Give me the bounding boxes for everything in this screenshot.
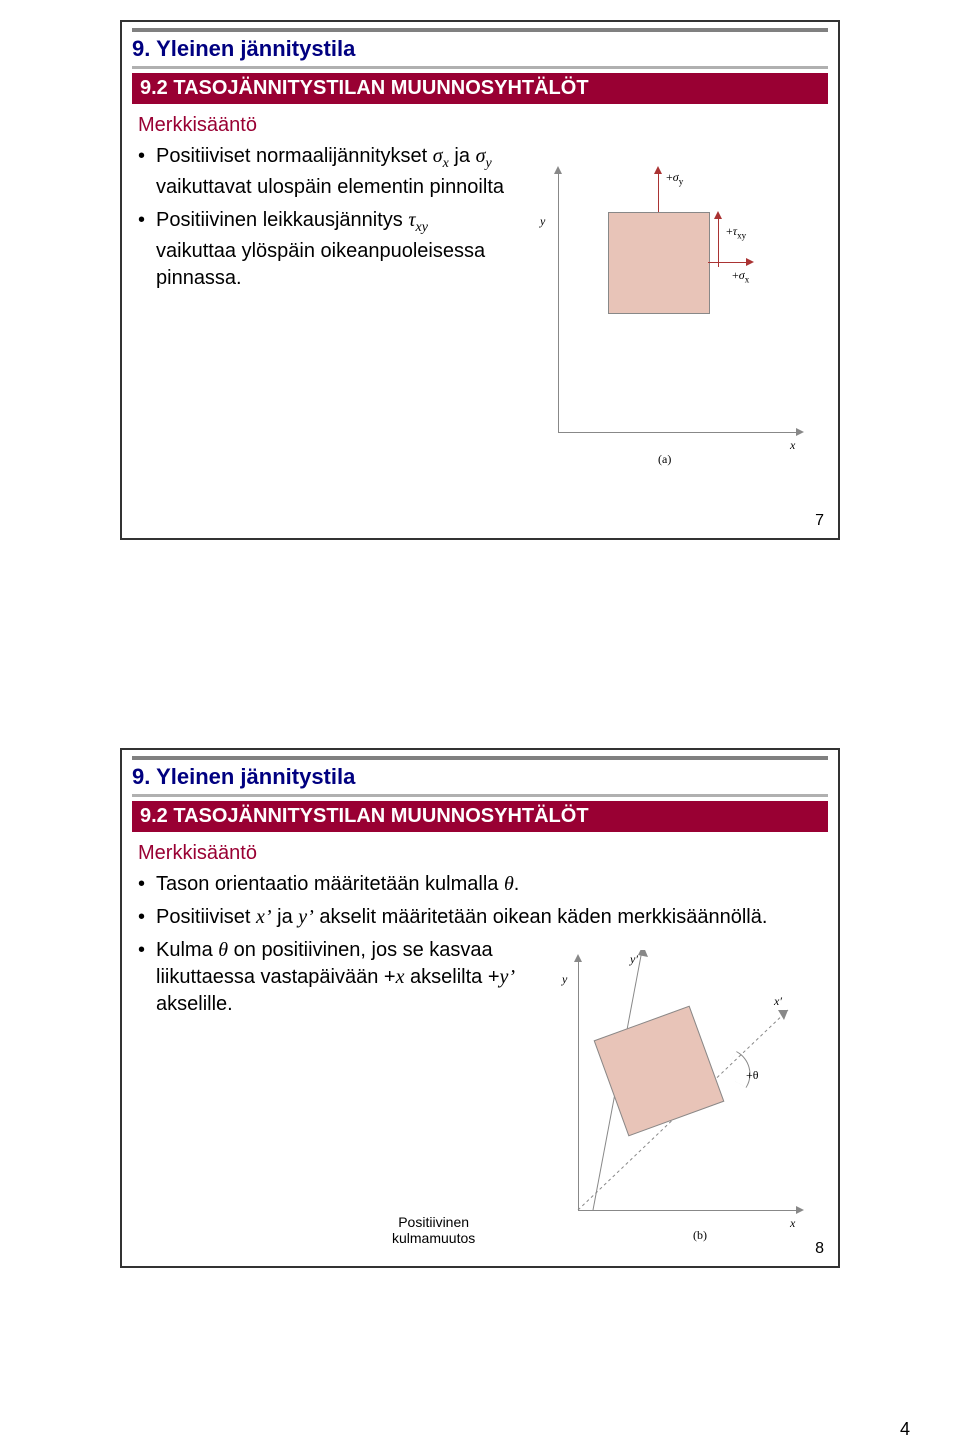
bullet-2: Positiiviset x’ ja y’ akselit määritetää… [138, 904, 822, 931]
x-axis-arrow [796, 428, 804, 436]
bullet-1: Tason orientaatio määritetään kulmalla θ… [138, 871, 822, 898]
sigma-x-label: +σx [732, 268, 749, 284]
title-underline [132, 794, 828, 797]
sigma-x-arrow-head [746, 258, 754, 266]
chapter-title: 9. Yleinen jännitystila [132, 762, 828, 794]
fig-label-b: (b) [693, 1228, 707, 1243]
body-heading: Merkkisääntö [138, 842, 822, 865]
title-band-top [132, 756, 828, 760]
title-underline [132, 66, 828, 69]
yp-axis-label: y′ [630, 952, 638, 967]
section-title: 9.2 TASOJÄNNITYSTILAN MUUNNOSYHTÄLÖT [132, 801, 828, 832]
slide-header: 9. Yleinen jännitystila 9.2 TASOJÄNNITYS… [122, 22, 838, 104]
slide-header: 9. Yleinen jännitystila 9.2 TASOJÄNNITYS… [122, 750, 838, 832]
caption: Positiivinen kulmamuutos [392, 1214, 475, 1246]
sigma-y-label: +σy [666, 170, 683, 186]
x-axis-label: x [790, 438, 795, 453]
page-top: 9. Yleinen jännitystila 9.2 TASOJÄNNITYS… [0, 0, 960, 728]
page-number: 4 [900, 1419, 910, 1440]
bullet-3: Kulma θ on positiivinen, jos se kasvaa l… [138, 937, 516, 1018]
xp-axis-label: x′ [774, 994, 782, 1009]
stress-element-square [608, 212, 710, 314]
page-bottom: 9. Yleinen jännitystila 9.2 TASOJÄNNITYS… [0, 728, 960, 1456]
x-axis-line [558, 432, 798, 433]
y-axis-arrow [554, 166, 562, 174]
sigma-y-arrow-line [658, 172, 659, 212]
slide-number: 7 [815, 512, 824, 530]
tau-xy-arrow-line [718, 217, 719, 267]
slide-number: 8 [815, 1240, 824, 1258]
diagram-rotated-element: y x y′ x′ +θ (b) [538, 950, 818, 1250]
bullet-2: Positiivinen leikkausjännitys τxy vaikut… [138, 207, 486, 292]
slide-8: 9. Yleinen jännitystila 9.2 TASOJÄNNITYS… [120, 748, 840, 1268]
body-heading: Merkkisääntö [138, 114, 822, 137]
tau-xy-label: +τxy [726, 224, 746, 240]
section-title: 9.2 TASOJÄNNITYSTILAN MUUNNOSYHTÄLÖT [132, 73, 828, 104]
diagram-stress-element: y x +σy +τxy +σx (a) [518, 152, 818, 482]
fig-label-a: (a) [658, 452, 671, 467]
theta-label: +θ [746, 1068, 759, 1083]
y-axis-label: y [540, 214, 545, 229]
sigma-x-arrow-line [708, 262, 748, 263]
title-band-top [132, 28, 828, 32]
tau-xy-arrow-head [714, 211, 722, 219]
slide-7: 9. Yleinen jännitystila 9.2 TASOJÄNNITYS… [120, 20, 840, 540]
bullet-1: Positiiviset normaalijännitykset σx ja σ… [138, 143, 546, 201]
sigma-y-arrow-head [654, 166, 662, 174]
chapter-title: 9. Yleinen jännitystila [132, 34, 828, 66]
y-axis-line [558, 172, 559, 432]
